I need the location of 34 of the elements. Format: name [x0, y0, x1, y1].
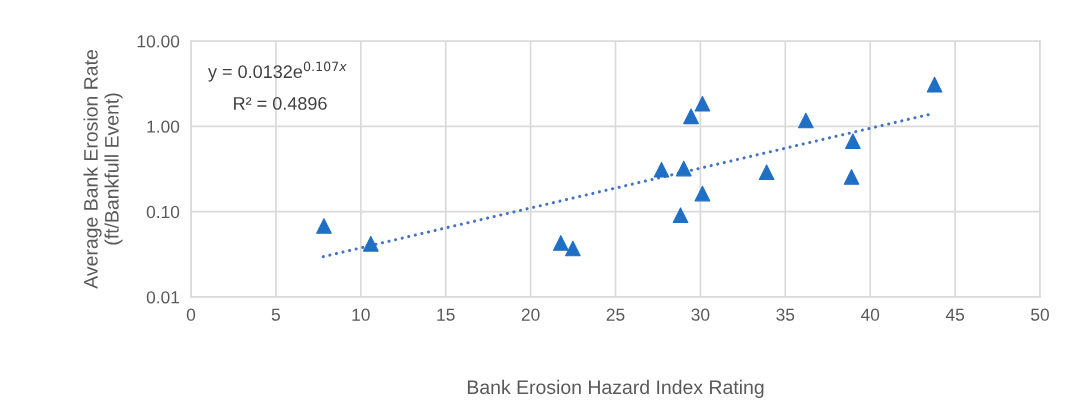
- x-axis-title: Bank Erosion Hazard Index Rating: [467, 379, 764, 398]
- point: [798, 112, 814, 129]
- y-axis-title: Average Bank Erosion Rate (ft/Bankfull Event): [83, 50, 123, 289]
- x-tick-label: 15: [437, 308, 455, 321]
- y-tick-label: 10.00: [137, 35, 180, 48]
- point: [758, 164, 775, 181]
- x-tick-label: 30: [691, 308, 710, 321]
- x-tick-label: 40: [860, 308, 880, 321]
- point: [653, 161, 670, 178]
- annotation: y = 0.0132e$^{0.107x}$: [208, 61, 347, 82]
- point: [672, 207, 689, 224]
- x-tick-label: 45: [945, 308, 965, 321]
- point: [694, 185, 711, 202]
- annotation: R² = 0.4896: [234, 97, 327, 110]
- point: [845, 133, 861, 150]
- point: [362, 235, 379, 252]
- x-tick-label: 20: [521, 308, 540, 321]
- point: [694, 95, 711, 112]
- x-tick-label: 25: [606, 308, 625, 321]
- x-tick-label: 35: [776, 308, 795, 321]
- point: [552, 235, 569, 251]
- y-tick-label: 0.01: [146, 291, 180, 304]
- point: [843, 169, 860, 185]
- x-tick-label: 0: [186, 308, 196, 321]
- x-tick-label: 5: [271, 308, 280, 321]
- x-tick-label: 50: [1031, 308, 1049, 321]
- point: [565, 240, 581, 257]
- y-tick-label: 1.00: [147, 120, 180, 133]
- point: [675, 160, 692, 177]
- y-tick-label: 0.10: [146, 205, 180, 219]
- point: [926, 76, 943, 93]
- x-tick-label: 10: [352, 308, 370, 321]
- point: [683, 108, 699, 125]
- point: [316, 218, 332, 234]
